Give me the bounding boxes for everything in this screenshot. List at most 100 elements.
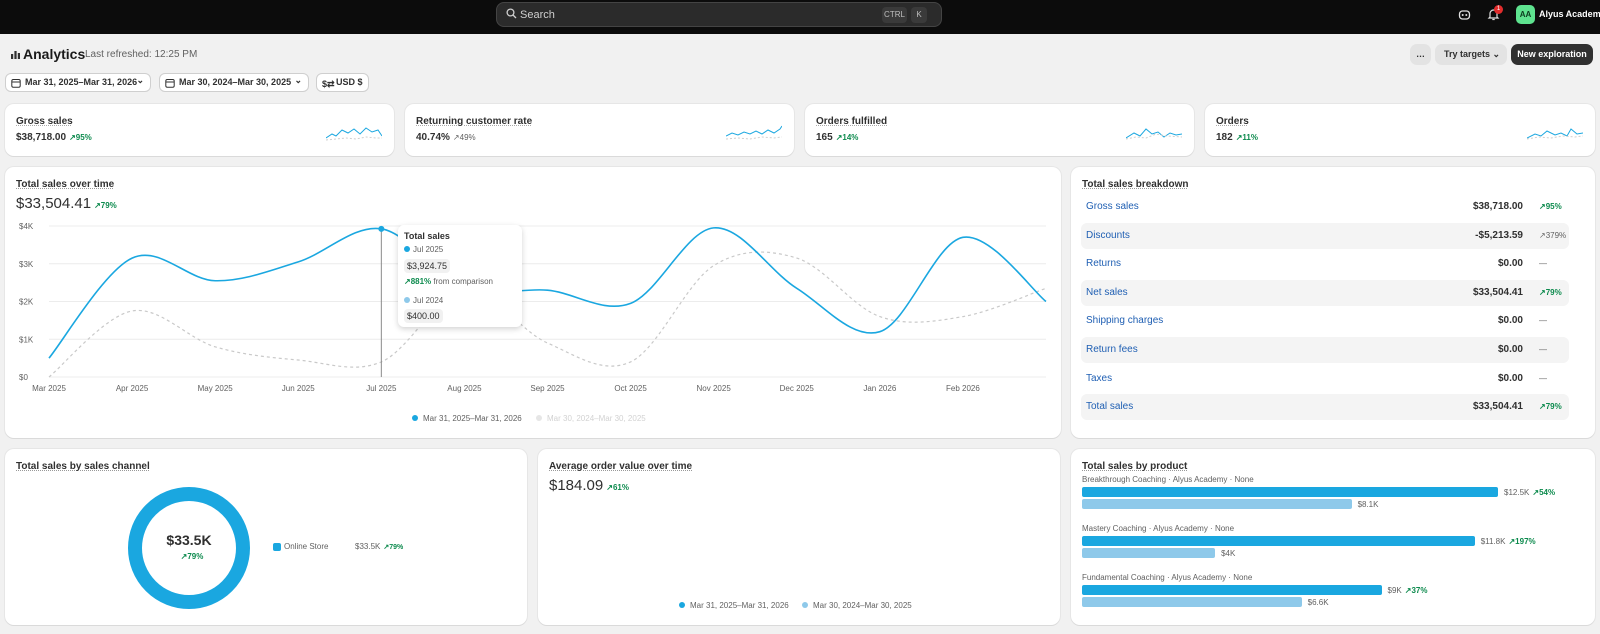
total-sales-series-line bbox=[48, 227, 1047, 359]
product-label: Mastery Coaching · Alyus Academy · None bbox=[1082, 524, 1235, 533]
breakdown-delta: — bbox=[1539, 373, 1547, 383]
kpi-title: Returning customer rate bbox=[416, 116, 533, 127]
product-bar-comparison[interactable] bbox=[1082, 548, 1216, 558]
more-actions-button[interactable]: … bbox=[1410, 44, 1431, 65]
comparison-range-label: Mar 30, 2024–Mar 30, 2025 bbox=[179, 77, 292, 87]
section-title: Total sales by product bbox=[1082, 461, 1188, 472]
total-sales-x-tick-label: Aug 2025 bbox=[447, 384, 482, 393]
breakdown-label[interactable]: Returns bbox=[1086, 258, 1122, 270]
try-targets-button[interactable]: Try targets ⌄ bbox=[1435, 44, 1507, 65]
tooltip-title: Total sales bbox=[404, 231, 450, 241]
total-sales-x-tick-label: Mar 2025 bbox=[32, 384, 66, 393]
kpi-card-gross-sales[interactable]: Gross sales $38,718.00 ↗95% bbox=[5, 104, 394, 156]
breakdown-label[interactable]: Taxes bbox=[1086, 372, 1113, 384]
chevron-down-icon: ⌄ bbox=[294, 75, 302, 85]
product-bar-current[interactable] bbox=[1082, 536, 1475, 546]
top-bar: Search CTRL K 1 AA Alyus Academy bbox=[0, 0, 1600, 34]
total-sales-y-tick-label: $0 bbox=[19, 373, 28, 382]
product-value: $11.8K ↗197% bbox=[1480, 537, 1536, 546]
breakdown-label[interactable]: Discounts bbox=[1086, 229, 1130, 241]
legend-online-store: Online Store bbox=[284, 542, 329, 551]
total-sales-x-tick-label: Dec 2025 bbox=[780, 384, 815, 393]
tooltip-change: ↗881% from comparison bbox=[404, 277, 493, 286]
product-bar-comparison[interactable] bbox=[1082, 499, 1352, 509]
page-title: Analytics bbox=[23, 46, 86, 62]
calendar-compare-icon bbox=[165, 77, 175, 94]
total-sales-value: $33,504.41 ↗79% bbox=[16, 195, 117, 212]
breakdown-label[interactable]: Net sales bbox=[1086, 286, 1128, 298]
breakdown-row[interactable]: Total sales $33,504.41 ↗79% bbox=[1081, 394, 1569, 421]
section-title: Average order value over time bbox=[549, 461, 693, 472]
sidekick-icon[interactable] bbox=[1458, 8, 1471, 24]
total-sales-x-tick-label: Nov 2025 bbox=[697, 384, 732, 393]
kpi-card-returning-customer-rate[interactable]: Returning customer rate 40.74% ↗49% bbox=[405, 104, 794, 156]
kpi-value: 40.74% ↗49% bbox=[416, 132, 476, 143]
product-value: $4K bbox=[1221, 549, 1236, 558]
channel-donut-chart[interactable] bbox=[127, 486, 251, 610]
legend-online-store-value: $33.5K ↗79% bbox=[355, 542, 404, 551]
section-title: Total sales over time bbox=[16, 179, 115, 190]
calendar-icon bbox=[11, 77, 21, 94]
breakdown-label[interactable]: Return fees bbox=[1086, 344, 1138, 355]
breakdown-label[interactable]: Gross sales bbox=[1086, 201, 1139, 212]
kpi-title: Orders bbox=[1216, 116, 1249, 127]
chevron-down-icon: ⌄ bbox=[136, 75, 144, 85]
breakdown-row[interactable]: Taxes $0.00 — bbox=[1081, 366, 1569, 392]
breakdown-row[interactable]: Gross sales $38,718.00 ↗95% bbox=[1081, 194, 1569, 220]
kbd-ctrl: CTRL bbox=[882, 7, 907, 23]
product-value: $6.6K bbox=[1307, 598, 1329, 607]
search-placeholder: Search bbox=[520, 9, 555, 21]
donut-center-delta: ↗79% bbox=[180, 552, 204, 561]
breakdown-row[interactable]: Discounts -$5,213.59 ↗379% bbox=[1081, 222, 1569, 249]
breakdown-row[interactable]: Net sales $33,504.41 ↗79% bbox=[1081, 279, 1569, 306]
product-value: $9K ↗37% bbox=[1387, 586, 1428, 595]
breakdown-row[interactable]: Returns $0.00 — bbox=[1081, 251, 1569, 277]
new-exploration-button[interactable]: New exploration bbox=[1511, 44, 1593, 65]
breakdown-value: $33,504.41 bbox=[1472, 286, 1523, 298]
breakdown-delta: — bbox=[1539, 345, 1547, 354]
breakdown-value: $33,504.41 bbox=[1472, 401, 1523, 413]
product-bar-comparison[interactable] bbox=[1082, 597, 1302, 607]
date-range-filter[interactable]: Mar 31, 2025–Mar 31, 2026 ⌄ bbox=[5, 73, 151, 92]
chevron-down-icon: ⌄ bbox=[1492, 49, 1500, 59]
store-name[interactable]: Alyus Academy bbox=[1539, 9, 1600, 19]
breakdown-delta: ↗79% bbox=[1539, 287, 1562, 297]
section-title: Total sales by sales channel bbox=[16, 461, 150, 472]
donut-center-value: $33.5K bbox=[166, 532, 212, 548]
comparison-range-filter[interactable]: Mar 30, 2024–Mar 30, 2025 ⌄ bbox=[159, 73, 309, 92]
total-sales-y-tick-label: $2K bbox=[19, 298, 34, 307]
product-bar-current[interactable] bbox=[1082, 585, 1382, 595]
product-delta: ↗37% bbox=[1404, 586, 1428, 595]
aov-legend-previous[interactable]: Mar 30, 2024–Mar 30, 2025 bbox=[802, 601, 912, 610]
breakdown-label[interactable]: Total sales bbox=[1086, 401, 1134, 413]
breakdown-delta: ↗79% bbox=[1539, 402, 1562, 412]
kpi-sparkline bbox=[1527, 128, 1583, 140]
currency-filter[interactable]: $⇄ USD $ bbox=[316, 73, 369, 92]
legend-previous[interactable]: Mar 30, 2024–Mar 30, 2025 bbox=[536, 414, 646, 423]
product-label: Fundamental Coaching · Alyus Academy · N… bbox=[1082, 573, 1253, 582]
chart-tooltip: Total sales Jul 2025 $3,924.75 ↗881% fro… bbox=[398, 225, 522, 327]
legend-current[interactable]: Mar 31, 2025–Mar 31, 2026 bbox=[412, 414, 522, 423]
breakdown-label[interactable]: Shipping charges bbox=[1086, 315, 1164, 327]
sales-by-product-card: Total sales by product Breakthrough Coac… bbox=[1071, 449, 1595, 625]
kpi-value: 182 ↗11% bbox=[1216, 132, 1258, 143]
kpi-value: 165 ↗14% bbox=[816, 132, 859, 143]
kpi-title: Orders fulfilled bbox=[816, 116, 888, 127]
breakdown-row[interactable]: Return fees $0.00 — bbox=[1081, 337, 1569, 363]
breakdown-value: -$5,213.59 bbox=[1475, 229, 1523, 241]
section-title: Total sales breakdown bbox=[1082, 179, 1189, 190]
kpi-card-orders-fulfilled[interactable]: Orders fulfilled 165 ↗14% bbox=[805, 104, 1194, 156]
kpi-sparkline bbox=[1126, 128, 1182, 140]
total-sales-y-tick-label: $4K bbox=[19, 222, 34, 231]
sales-by-channel-card: Total sales by sales channel $33.5K ↗79%… bbox=[5, 449, 527, 625]
aov-legend-current[interactable]: Mar 31, 2025–Mar 31, 2026 bbox=[679, 601, 789, 610]
kpi-delta: 49% bbox=[459, 133, 476, 142]
total-sales-y-tick-label: $3K bbox=[19, 260, 34, 269]
kpi-card-orders[interactable]: Orders 182 ↗11% bbox=[1205, 104, 1595, 156]
total-sales-x-tick-label: Apr 2025 bbox=[116, 384, 149, 393]
avatar[interactable]: AA bbox=[1516, 5, 1535, 24]
aov-value: $184.09 ↗61% bbox=[549, 477, 629, 494]
search-input[interactable]: Search CTRL K bbox=[496, 2, 942, 27]
product-bar-current[interactable] bbox=[1082, 487, 1498, 497]
breakdown-row[interactable]: Shipping charges $0.00 — bbox=[1081, 308, 1569, 334]
